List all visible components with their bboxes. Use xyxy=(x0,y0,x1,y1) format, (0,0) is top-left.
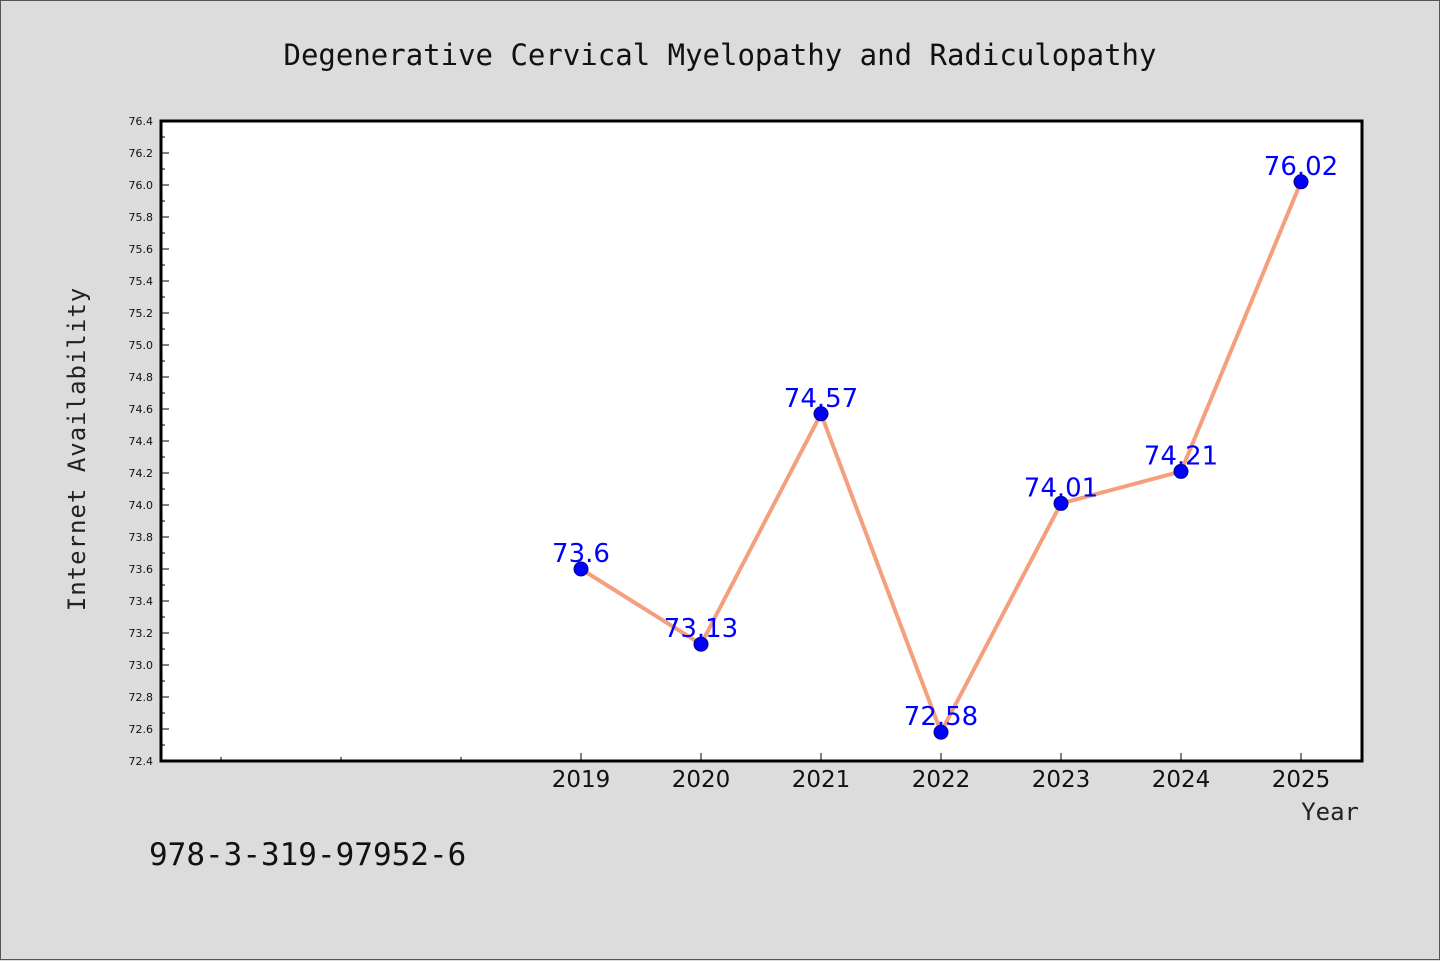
plot-area xyxy=(159,119,1364,763)
x-tick-label: 2019 xyxy=(552,767,611,793)
x-tick-label: 2025 xyxy=(1272,767,1331,793)
data-point-marker xyxy=(1293,174,1309,190)
y-tick-label: 73.4 xyxy=(129,595,154,608)
y-tick-label: 72.6 xyxy=(129,723,154,736)
y-tick-label: 73.2 xyxy=(129,627,154,640)
y-tick-label: 75.8 xyxy=(129,211,154,224)
chart-title: Degenerative Cervical Myelopathy and Rad… xyxy=(284,38,1157,72)
data-point-marker xyxy=(813,406,829,422)
data-label: 72.58 xyxy=(904,702,978,732)
data-point-marker xyxy=(693,636,709,652)
data-label: 73.13 xyxy=(664,614,738,644)
y-tick-label: 75.2 xyxy=(129,307,154,320)
y-tick-label: 76.0 xyxy=(129,179,154,192)
isbn-text: 978-3-319-97952-6 xyxy=(149,837,466,873)
x-axis: 2019 2020 2021 2022 2023 2024 2025 xyxy=(220,753,1331,793)
x-tick-label: 2020 xyxy=(672,767,731,793)
data-point-marker xyxy=(933,724,949,740)
data-label: 73.6 xyxy=(552,539,610,569)
y-axis: 72.4 72.6 72.8 73.0 73.2 73.4 73.6 73.8 74.0 74.2… xyxy=(129,115,169,768)
data-label: 74.21 xyxy=(1144,441,1218,471)
y-tick-label: 74.0 xyxy=(129,499,154,512)
x-tick-label: 2021 xyxy=(792,767,851,793)
x-tick-label: 2024 xyxy=(1152,767,1211,793)
y-axis-label: Internet Availability xyxy=(63,287,91,611)
y-tick-label: 72.4 xyxy=(129,755,154,768)
y-tick-label: 74.8 xyxy=(129,371,154,384)
data-point-marker xyxy=(1173,463,1189,479)
data-label: 76.02 xyxy=(1264,152,1338,182)
data-point-marker xyxy=(1053,495,1069,511)
data-label: 74.57 xyxy=(784,384,858,414)
y-tick-label: 74.2 xyxy=(129,467,154,480)
data-point-marker xyxy=(573,561,589,577)
y-tick-label: 75.4 xyxy=(129,275,154,288)
y-tick-label: 73.0 xyxy=(129,659,154,672)
series-layer: 73.6 73.13 74.57 72.58 74.01 74.21 76.02 xyxy=(552,152,1338,740)
y-tick-label: 74.6 xyxy=(129,403,154,416)
y-tick-label: 75.6 xyxy=(129,243,154,256)
y-tick-label: 75.0 xyxy=(129,339,154,352)
y-tick-label: 76.2 xyxy=(129,147,154,160)
y-tick-label: 72.8 xyxy=(129,691,154,704)
x-axis-label: Year xyxy=(1301,798,1359,826)
y-tick-label: 76.4 xyxy=(129,115,154,128)
data-label: 74.01 xyxy=(1024,473,1098,503)
x-tick-label: 2023 xyxy=(1032,767,1091,793)
y-tick-label: 73.6 xyxy=(129,563,154,576)
y-tick-label: 73.8 xyxy=(129,531,154,544)
x-tick-label: 2022 xyxy=(912,767,971,793)
y-tick-label: 74.4 xyxy=(129,435,154,448)
